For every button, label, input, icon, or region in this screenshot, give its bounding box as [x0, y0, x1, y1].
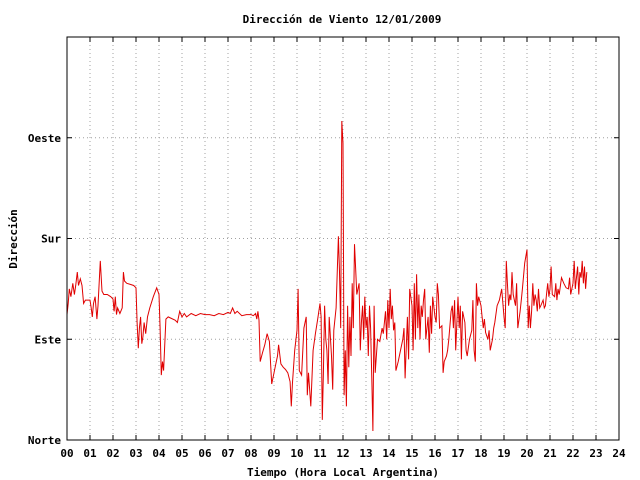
x-tick-label: 04 [152, 447, 166, 460]
x-tick-label: 14 [382, 447, 396, 460]
x-tick-label: 19 [497, 447, 510, 460]
x-tick-label: 07 [221, 447, 234, 460]
y-tick-label: Este [35, 333, 62, 346]
x-tick-label: 09 [267, 447, 280, 460]
x-axis-ticks: 00 01 02 03 04 05 06 07 08 09 10 11 12 13 14 15 16 17 18 19… [60, 37, 626, 460]
x-tick-label: 12 [336, 447, 349, 460]
x-tick-label: 00 [60, 447, 73, 460]
x-axis-label: Tiempo (Hora Local Argentina) [247, 466, 439, 479]
y-tick-label: Sur [41, 233, 61, 246]
chart-title: Dirección de Viento 12/01/2009 [243, 13, 442, 26]
x-tick-label: 21 [543, 447, 557, 460]
x-tick-label: 17 [451, 447, 464, 460]
x-tick-label: 23 [589, 447, 602, 460]
x-tick-label: 08 [244, 447, 257, 460]
x-tick-label: 05 [175, 447, 188, 460]
x-tick-label: 24 [612, 447, 626, 460]
y-axis-label: Dirección [7, 209, 20, 269]
x-tick-label: 02 [106, 447, 119, 460]
x-tick-label: 11 [313, 447, 327, 460]
x-tick-label: 18 [474, 447, 487, 460]
x-tick-label: 20 [520, 447, 533, 460]
x-tick-label: 01 [83, 447, 97, 460]
x-tick-label: 16 [428, 447, 442, 460]
y-axis-ticks: Norte Este Sur Oeste [28, 132, 619, 447]
x-tick-label: 10 [290, 447, 303, 460]
x-tick-label: 03 [129, 447, 142, 460]
x-tick-label: 13 [359, 447, 372, 460]
x-tick-label: 22 [566, 447, 579, 460]
series-line-wind-direction [66, 120, 588, 432]
x-tick-label: 15 [405, 447, 418, 460]
y-tick-label: Oeste [28, 132, 61, 145]
y-tick-label: Norte [28, 434, 61, 447]
x-tick-label: 06 [198, 447, 212, 460]
